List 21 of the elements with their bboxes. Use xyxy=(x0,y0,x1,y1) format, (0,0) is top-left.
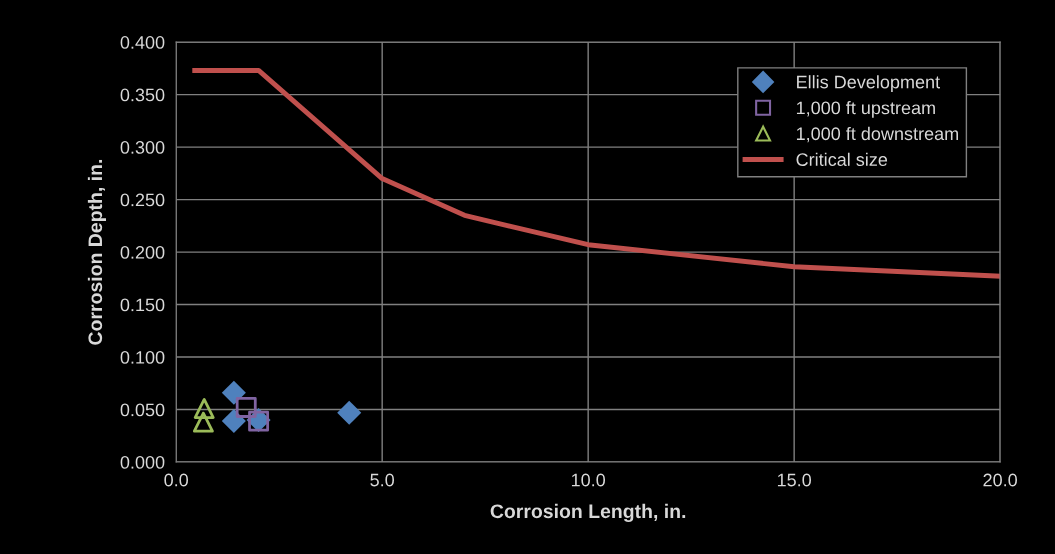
x-tick-label: 15.0 xyxy=(777,473,812,487)
y-tick-label: 0.300 xyxy=(120,141,165,154)
legend-label: Critical size xyxy=(796,152,888,166)
x-tick-label: 0.0 xyxy=(164,473,189,487)
legend-label: 1,000 ft downstream xyxy=(796,126,958,143)
y-tick-label: 0.350 xyxy=(120,88,165,102)
y-tick-label: 0.400 xyxy=(120,36,165,49)
line-series xyxy=(192,68,1001,279)
y-tick-label: 0.200 xyxy=(120,246,165,259)
y-tick-label: 0.050 xyxy=(120,403,165,417)
x-tick-label: 5.0 xyxy=(370,473,395,487)
legend-label: Ellis Development xyxy=(797,75,940,92)
y-tick-label: 0.100 xyxy=(120,350,165,364)
legend-label: 1,000 ft upstream xyxy=(796,101,935,118)
y-tick-label: 0.150 xyxy=(120,298,165,312)
y-tick-label: 0.000 xyxy=(120,455,165,469)
y-tick-label: 0.250 xyxy=(120,193,165,207)
x-tick-label: 10.0 xyxy=(571,473,606,487)
y-axis-title: Corrosion Depth, in. xyxy=(87,159,107,345)
x-tick-label: 20.0 xyxy=(983,473,1018,487)
x-axis-title: Corrosion Length, in. xyxy=(490,503,686,523)
